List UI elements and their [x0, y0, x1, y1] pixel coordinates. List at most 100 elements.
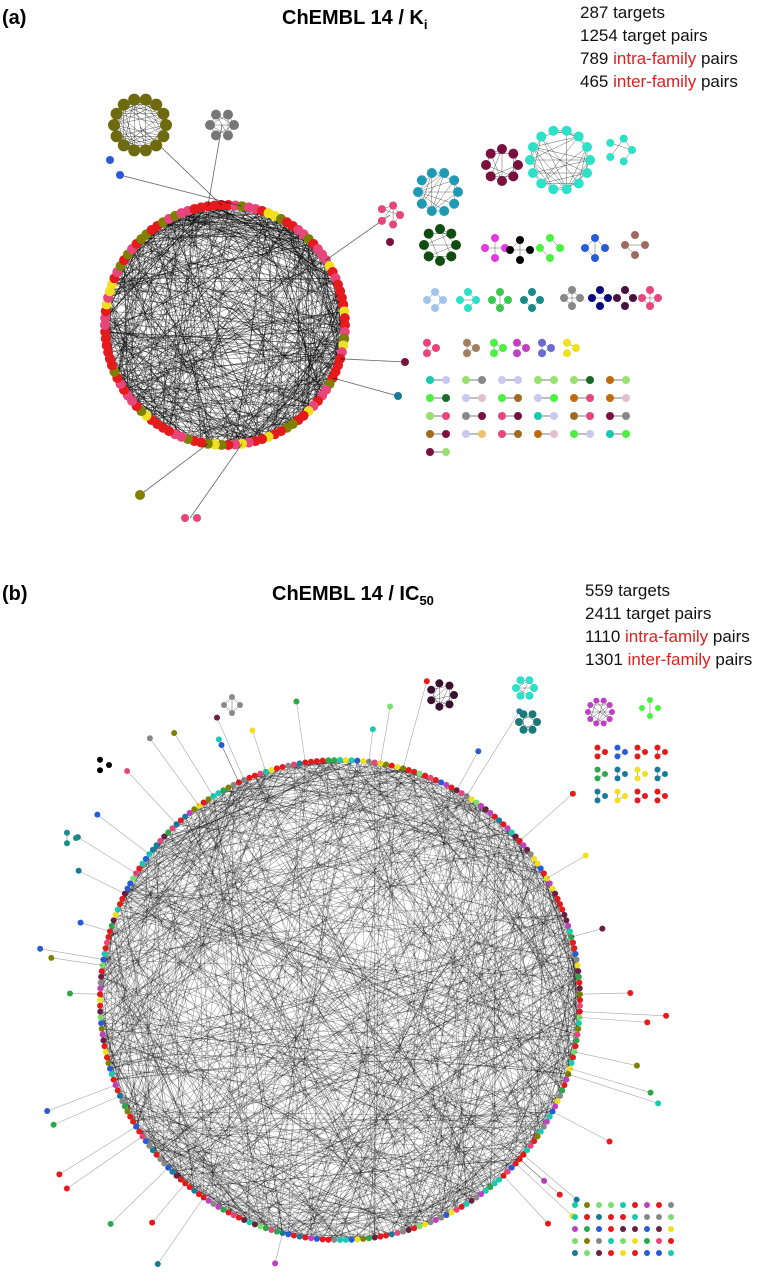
- edge: [172, 790, 224, 1172]
- node: [186, 1184, 193, 1191]
- node: [211, 109, 221, 120]
- node: [512, 1160, 519, 1167]
- edge: [102, 769, 409, 1035]
- edge: [40, 948, 104, 960]
- node: [229, 710, 235, 716]
- edge: [123, 99, 135, 146]
- edge: [99, 1011, 134, 1122]
- edge: [368, 959, 577, 1239]
- node: [136, 1128, 143, 1135]
- edge: [417, 172, 445, 193]
- edge: [316, 760, 482, 807]
- edge: [106, 959, 577, 1058]
- node: [656, 1214, 662, 1220]
- edge: [104, 953, 267, 1229]
- edge: [391, 863, 538, 1235]
- node: [596, 1202, 602, 1208]
- edge: [351, 1179, 500, 1240]
- edge: [233, 993, 581, 1216]
- edge: [515, 836, 580, 1018]
- edge: [408, 948, 575, 1231]
- edge: [122, 775, 426, 900]
- edge: [103, 1040, 512, 1168]
- edge: [105, 210, 263, 333]
- node: [576, 294, 584, 302]
- node: [462, 412, 470, 420]
- edge: [164, 942, 574, 1164]
- node: [472, 344, 480, 352]
- node: [561, 911, 568, 918]
- edge: [172, 1121, 547, 1173]
- edge: [124, 769, 272, 894]
- edge: [101, 1028, 569, 1075]
- edge: [276, 760, 323, 1232]
- node: [572, 344, 580, 352]
- edge: [532, 146, 591, 161]
- node: [97, 1008, 104, 1015]
- node: [325, 757, 332, 764]
- edge: [133, 853, 531, 879]
- node: [550, 394, 558, 402]
- edge: [99, 777, 250, 1001]
- highlight: inter-family: [628, 650, 712, 669]
- edge: [164, 773, 420, 837]
- edge: [152, 768, 404, 851]
- edge: [100, 769, 272, 978]
- node: [662, 771, 668, 777]
- edge: [106, 345, 309, 412]
- edge: [127, 254, 182, 437]
- node: [103, 939, 110, 946]
- edge: [162, 427, 263, 440]
- edge: [351, 1057, 574, 1240]
- edge: [532, 159, 591, 174]
- edge: [397, 766, 563, 910]
- edge: [104, 953, 341, 1241]
- edge: [305, 925, 569, 1238]
- node: [500, 1172, 507, 1179]
- node: [591, 234, 599, 242]
- node: [639, 705, 645, 711]
- edge: [380, 763, 581, 1001]
- node: [519, 725, 528, 734]
- node: [97, 979, 104, 986]
- node: [614, 797, 621, 804]
- edge: [189, 443, 243, 519]
- node: [426, 394, 434, 402]
- node: [514, 412, 522, 420]
- edge: [160, 840, 520, 1160]
- title-main: ChEMBL 14 / IC: [272, 583, 419, 605]
- node: [464, 304, 472, 312]
- edge: [119, 904, 182, 1180]
- edge: [207, 205, 327, 261]
- node: [416, 770, 423, 777]
- edge: [103, 942, 574, 1041]
- edge: [293, 1057, 574, 1236]
- edge: [100, 988, 512, 1168]
- edge: [567, 925, 581, 1012]
- edge: [310, 920, 567, 1239]
- edge: [104, 953, 420, 1227]
- edge: [149, 762, 306, 855]
- edge: [461, 793, 542, 1132]
- edge: [241, 210, 263, 444]
- node: [225, 1209, 232, 1216]
- node: [647, 713, 653, 719]
- edge: [574, 1051, 637, 1066]
- edge: [149, 925, 569, 1146]
- edge: [228, 787, 472, 800]
- node: [599, 925, 606, 932]
- node: [576, 1002, 583, 1009]
- edge: [293, 764, 547, 879]
- edge: [116, 104, 157, 114]
- node: [165, 1164, 172, 1171]
- edge: [340, 358, 406, 363]
- edge: [541, 146, 588, 184]
- edge: [113, 982, 580, 1080]
- edge: [322, 760, 477, 1198]
- node: [520, 1151, 527, 1158]
- node: [527, 851, 534, 858]
- node: [105, 1060, 112, 1067]
- node: [439, 206, 450, 217]
- edge: [101, 1028, 161, 1160]
- node: [127, 1113, 134, 1120]
